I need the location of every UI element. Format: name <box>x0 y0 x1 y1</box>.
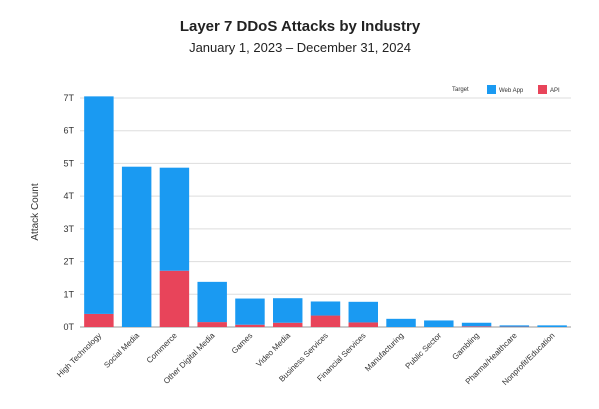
legend-swatch <box>487 85 496 94</box>
bar-web-app <box>310 301 341 316</box>
x-tick-label: Social Media <box>102 331 141 370</box>
bar-web-app <box>537 325 567 327</box>
bar-api <box>348 322 378 327</box>
bar-api <box>273 322 303 327</box>
x-tick-label: Gambling <box>450 331 481 362</box>
bar-web-app <box>499 325 530 327</box>
legend-swatch <box>538 85 547 94</box>
y-tick-label: 2T <box>63 257 74 267</box>
y-tick-label: 6T <box>63 126 74 136</box>
bar-web-app <box>121 166 152 327</box>
legend-entry-label: API <box>550 88 560 94</box>
y-tick-label: 1T <box>63 289 74 299</box>
x-tick-label: Public Sector <box>404 331 444 371</box>
bar-api <box>84 313 114 327</box>
bar-api <box>197 322 227 327</box>
x-tick-label: Manufacturing <box>363 331 405 373</box>
bar-web-app <box>235 298 265 325</box>
y-tick-label: 0T <box>63 322 74 332</box>
legend-title: Target <box>452 87 469 93</box>
x-tick-label: High Technology <box>55 331 103 379</box>
x-tick-label: Video Media <box>254 331 292 369</box>
bar-web-app <box>273 298 303 323</box>
y-tick-label: 4T <box>63 191 74 201</box>
x-tick-labels: High Technology Social Media CommerceOther… <box>55 331 556 387</box>
y-tick-label: 3T <box>63 224 74 234</box>
y-axis-label: Attack Count <box>30 183 41 240</box>
y-tick-label: 7T <box>63 93 74 103</box>
bars <box>84 96 567 327</box>
y-tick-labels: 0T 1T 2T 3T 4T 5T 6T 7T <box>63 93 74 332</box>
bar-api <box>310 315 341 327</box>
bar-web-app <box>461 322 492 327</box>
bar-api <box>461 326 492 327</box>
x-tick-label: Games <box>230 331 255 356</box>
bar-api <box>235 324 265 327</box>
bar-web-app <box>424 320 454 327</box>
legend-entry-label: Web App <box>499 88 524 94</box>
chart-title: Layer 7 DDoS Attacks by Industry <box>180 18 421 35</box>
x-tick-label: Commerce <box>145 331 179 365</box>
bar-web-app <box>84 96 114 314</box>
grid-lines <box>80 97 571 328</box>
legend: Target Web App API <box>452 85 560 94</box>
bar-web-app <box>386 318 416 327</box>
bar-web-app <box>348 301 378 323</box>
bar-web-app <box>197 281 227 323</box>
y-tick-label: 5T <box>63 158 74 168</box>
chart-subtitle: January 1, 2023 – December 31, 2024 <box>189 40 411 55</box>
bar-web-app <box>159 167 190 271</box>
bar-api <box>159 270 190 327</box>
